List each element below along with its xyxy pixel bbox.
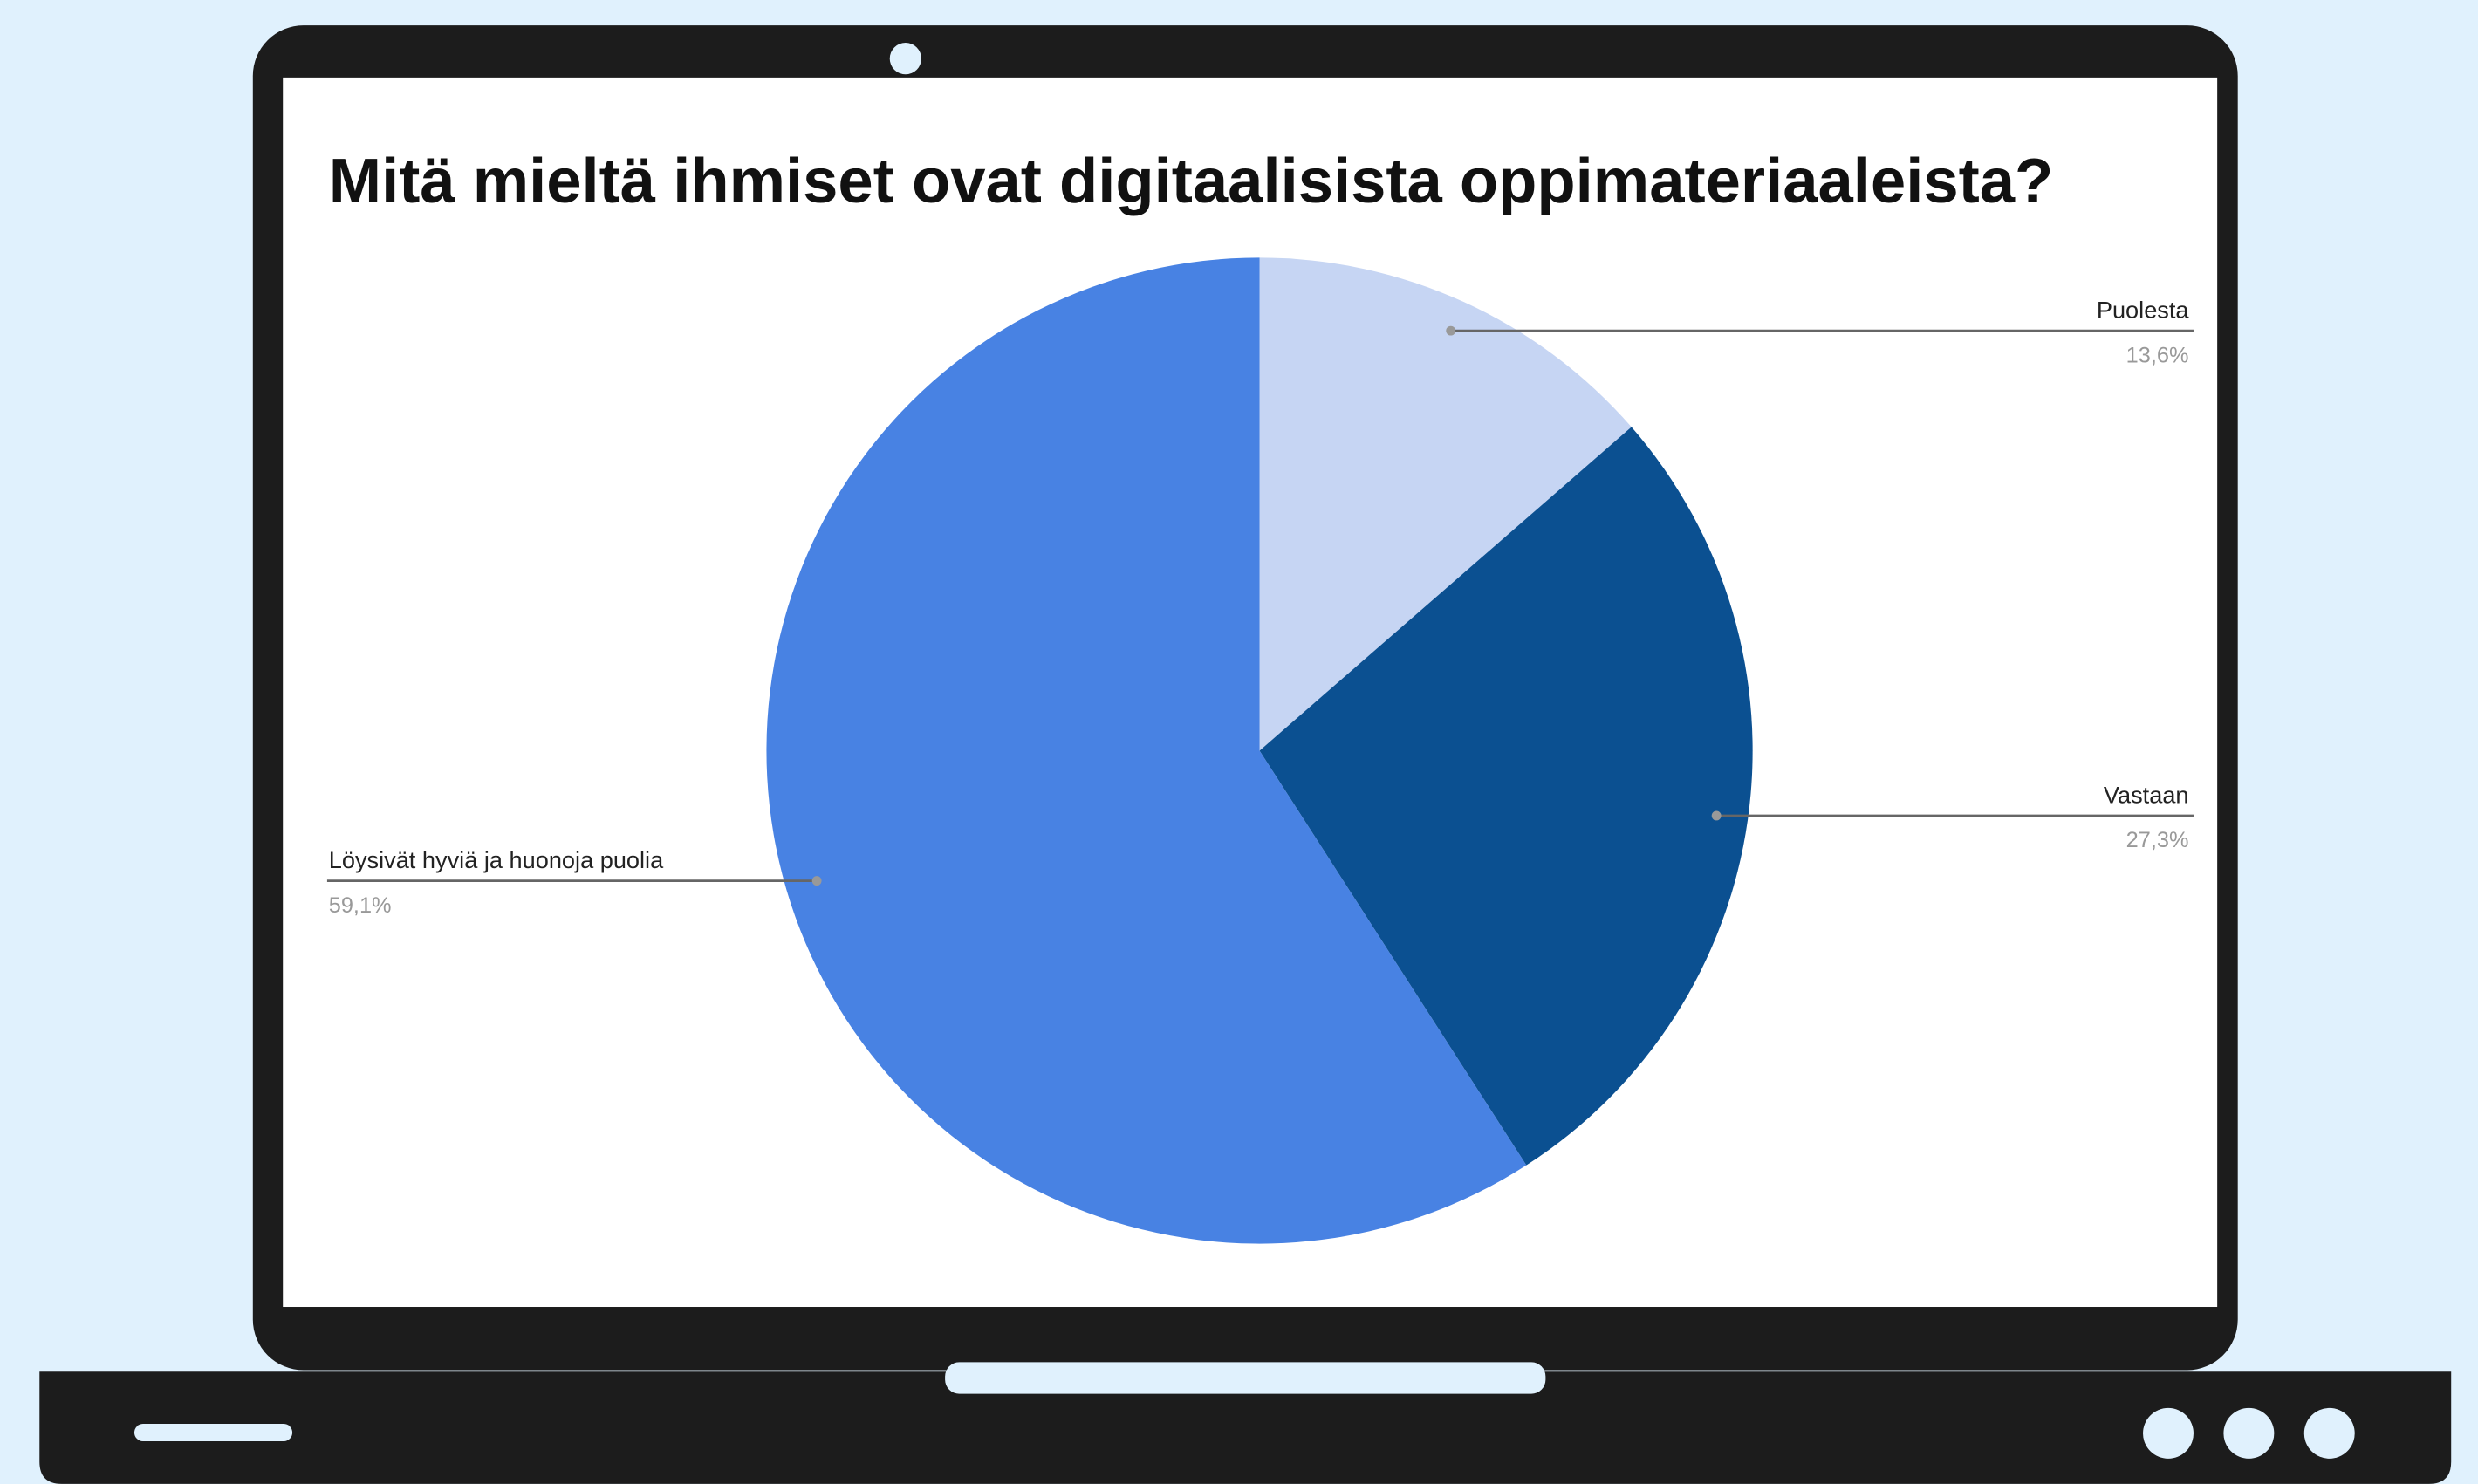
page: Mitä mieltä ihmiset ovat digitaalisista … [0, 0, 2478, 1484]
leader-dot [1446, 326, 1455, 336]
base-dot [2143, 1408, 2194, 1459]
chart-title: Mitä mieltä ihmiset ovat digitaalisista … [329, 146, 2054, 216]
slice-label: Löysivät hyviä ja huonoja puolia [329, 846, 664, 873]
slice-label: Vastaan [2104, 781, 2189, 808]
base-slot [134, 1424, 292, 1441]
laptop-illustration: Mitä mieltä ihmiset ovat digitaalisista … [0, 0, 2478, 1484]
base-dot [2223, 1408, 2274, 1459]
slice-label: Puolesta [2097, 297, 2190, 324]
leader-dot [812, 876, 822, 886]
slice-value-label: 59,1% [329, 893, 392, 918]
leader-dot [1712, 811, 1722, 821]
slice-value-label: 13,6% [2126, 343, 2189, 367]
base-notch [945, 1362, 1545, 1393]
base-dot [2304, 1408, 2355, 1459]
camera [890, 43, 921, 74]
slice-value-label: 27,3% [2126, 828, 2189, 852]
